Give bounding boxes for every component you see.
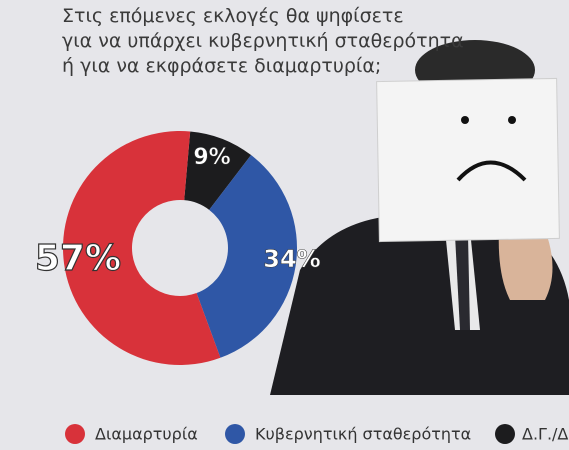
title: Στις επόμενες εκλογές θα ψηφίσετε για να … [62, 5, 464, 77]
value-label: 34% [263, 245, 320, 273]
value-label: 57% [35, 238, 121, 279]
donut-slice [196, 155, 298, 358]
legend-label: Κυβερνητική σταθερότητα [255, 425, 471, 444]
title-line: για να υπάρχει κυβερνητική σταθερότητα [62, 30, 464, 52]
legend-label: Δ.Γ./Δ [522, 425, 568, 444]
legend-marker [225, 424, 245, 444]
value-label: 9% [193, 145, 230, 170]
donut-slice [184, 131, 252, 210]
title-line: ή για να εκφράσετε διαμαρτυρία; [62, 55, 381, 77]
legend-marker [495, 424, 515, 444]
title-line: Στις επόμενες εκλογές θα ψηφίσετε [62, 5, 404, 27]
donut-slice [63, 131, 221, 365]
donut: 57% 34% 9% [34, 131, 321, 365]
legend: Διαμαρτυρία Κυβερνητική σταθερότητα Δ.Γ./Δ [65, 424, 568, 444]
illustration [270, 40, 569, 395]
legend-label: Διαμαρτυρία [95, 425, 198, 444]
legend-marker [65, 424, 85, 444]
